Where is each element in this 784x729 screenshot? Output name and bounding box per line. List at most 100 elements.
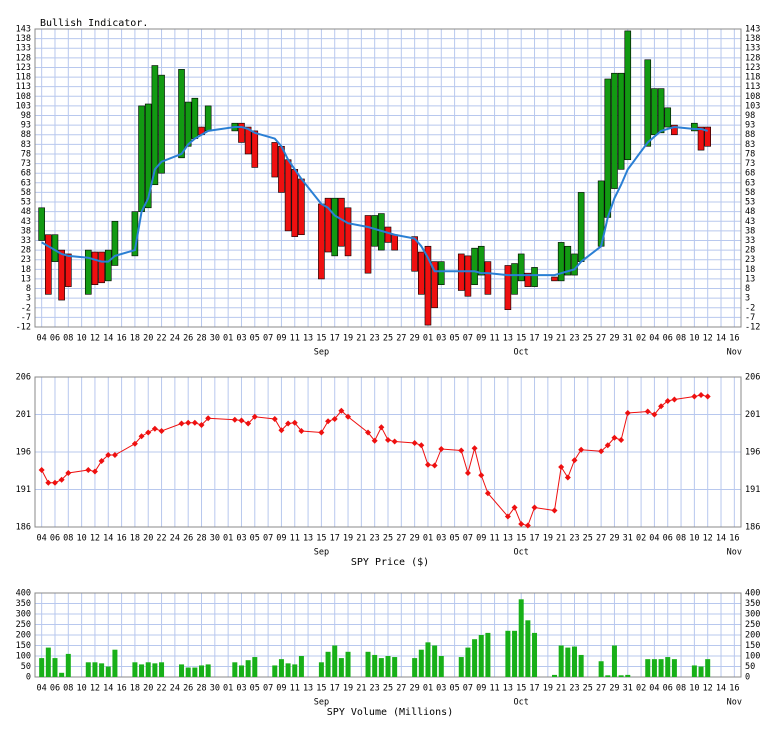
x-tick-label: 31 [623,684,633,694]
price-point [371,437,378,444]
candle [644,59,652,147]
y-tick-label: -12 [16,323,31,333]
x-tick-label: 09 [276,334,286,344]
candle [384,226,392,243]
x-tick-label: 26 [183,334,193,344]
y-tick-label-right: 350 [745,599,760,609]
price-point [511,504,518,511]
x-tick-label: 20 [143,334,153,344]
y-tick-label: 3 [26,294,31,304]
price-point [191,419,198,426]
x-tick-label: 05 [449,684,459,694]
x-tick-label: 07 [263,684,273,694]
x-tick-label: 25 [383,534,393,544]
candle [98,251,105,284]
y-tick-label-right: 400 [745,589,760,599]
y-tick-label: 63 [21,178,31,188]
chart-title: SPY Volume (Millions) [327,707,453,718]
x-tick-label: 02 [636,684,646,694]
price-point [98,458,105,464]
volume-bar [238,665,244,677]
y-tick-label: 191 [16,485,31,495]
volume-bar [132,662,138,677]
volume-bar [92,662,98,677]
y-tick-label: 143 [16,25,31,35]
candle [38,207,45,241]
candle [138,105,145,212]
x-tick-label: 11 [290,334,300,344]
volume-bar [99,663,105,677]
y-tick-label: 38 [21,226,31,236]
x-tick-label: 25 [383,334,393,344]
y-tick-label-right: 28 [745,246,755,256]
candle [244,126,252,155]
candle [504,265,512,310]
x-tick-label: 15 [516,684,526,694]
y-tick-label-right: 98 [745,111,755,121]
price-point [431,462,438,469]
candle [371,215,378,247]
x-tick-label: 13 [303,684,313,694]
price-point [38,467,45,473]
price-point [58,476,65,483]
candle [45,234,52,295]
price-point [291,419,298,426]
volume-bar [392,657,398,677]
volume-bar [52,658,58,677]
volume-bar [252,657,258,677]
y-tick-label-right: 250 [745,620,760,630]
volume-bar [332,645,338,677]
x-tick-label: 10 [689,684,699,694]
x-tick-label: 04 [37,684,47,694]
month-label: Sep [314,548,329,558]
y-tick-label-right: 133 [745,44,760,54]
price-point [298,428,305,434]
x-tick-label: 30 [210,684,220,694]
candle [517,253,525,282]
y-tick-label: 83 [21,140,31,150]
x-tick-label: 23 [569,334,579,344]
x-tick-label: 21 [356,534,366,544]
volume-bar [478,635,484,677]
x-tick-label: 13 [503,334,513,344]
volume-bar [671,659,677,677]
candle [704,126,711,147]
price-point [85,467,92,473]
x-tick-label: 03 [436,334,446,344]
y-tick-label: 300 [16,610,31,620]
x-tick-label: 14 [103,334,113,344]
x-tick-label: 12 [90,534,100,544]
candle [617,72,625,170]
y-tick-label-right: 206 [745,373,760,383]
price-point [644,408,651,415]
x-tick-label: 11 [290,684,300,694]
price-point [391,438,398,445]
price-point [471,445,478,452]
y-tick-label: 43 [21,217,31,227]
x-tick-label: 21 [356,334,366,344]
x-tick-label: 09 [476,334,486,344]
x-tick-label: 06 [663,684,673,694]
x-tick-label: 05 [250,534,260,544]
y-tick-label: 93 [21,121,31,131]
x-tick-label: 12 [703,534,713,544]
x-tick-label: 13 [303,534,313,544]
volume-bar [565,647,571,677]
x-tick-label: 30 [210,534,220,544]
price-point [651,411,658,418]
month-label: Oct [514,348,529,358]
volume-bar [485,632,491,677]
x-tick-label: 05 [250,684,260,694]
y-tick-label: 400 [16,589,31,599]
candle [391,234,398,251]
candle [331,197,339,257]
x-tick-label: 15 [316,684,326,694]
x-tick-label: 06 [50,684,60,694]
volume-bar [199,665,205,677]
price-point [318,429,325,436]
volume-bar [159,662,165,677]
volume-bar [85,662,91,677]
price-point [664,398,671,404]
x-tick-label: 25 [583,534,593,544]
volume-bar [645,659,651,677]
